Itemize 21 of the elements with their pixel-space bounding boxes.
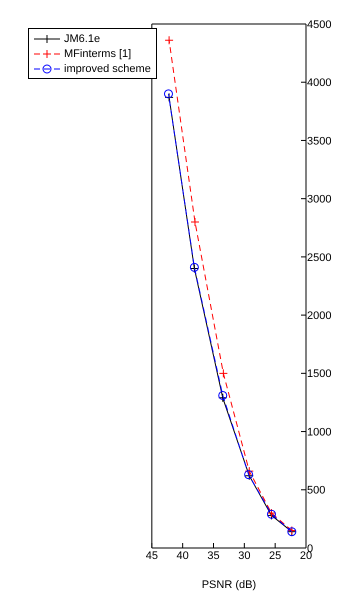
point bbox=[164, 89, 173, 98]
y-tick-label: 4000 bbox=[307, 77, 332, 90]
x-tick-label: 30 bbox=[238, 550, 250, 562]
x-axis-title: PSNR (dB) bbox=[202, 579, 256, 591]
y-tick-label: 2000 bbox=[307, 310, 332, 322]
point bbox=[218, 390, 228, 400]
x-tick-label: 35 bbox=[207, 550, 220, 562]
y-tick-label: 2500 bbox=[307, 252, 332, 264]
x-tick-label: 45 bbox=[146, 550, 158, 562]
y-tick-label: 4500 bbox=[307, 18, 332, 31]
y-tick-label: 1500 bbox=[307, 368, 332, 380]
y-tick-label: 500 bbox=[307, 484, 326, 497]
y-tick-label: 3500 bbox=[307, 135, 332, 148]
legend-label: improved scheme bbox=[64, 62, 151, 74]
x-tick-label: 25 bbox=[269, 550, 282, 562]
y-tick-label: 1000 bbox=[307, 426, 332, 438]
x-tick-label: 20 bbox=[300, 550, 312, 562]
y-tick-label: 3000 bbox=[307, 194, 332, 206]
x-tick-label: 40 bbox=[176, 550, 189, 562]
legend-label: MFinterms [1] bbox=[64, 48, 132, 60]
legend-label: JM6.1e bbox=[64, 32, 100, 44]
